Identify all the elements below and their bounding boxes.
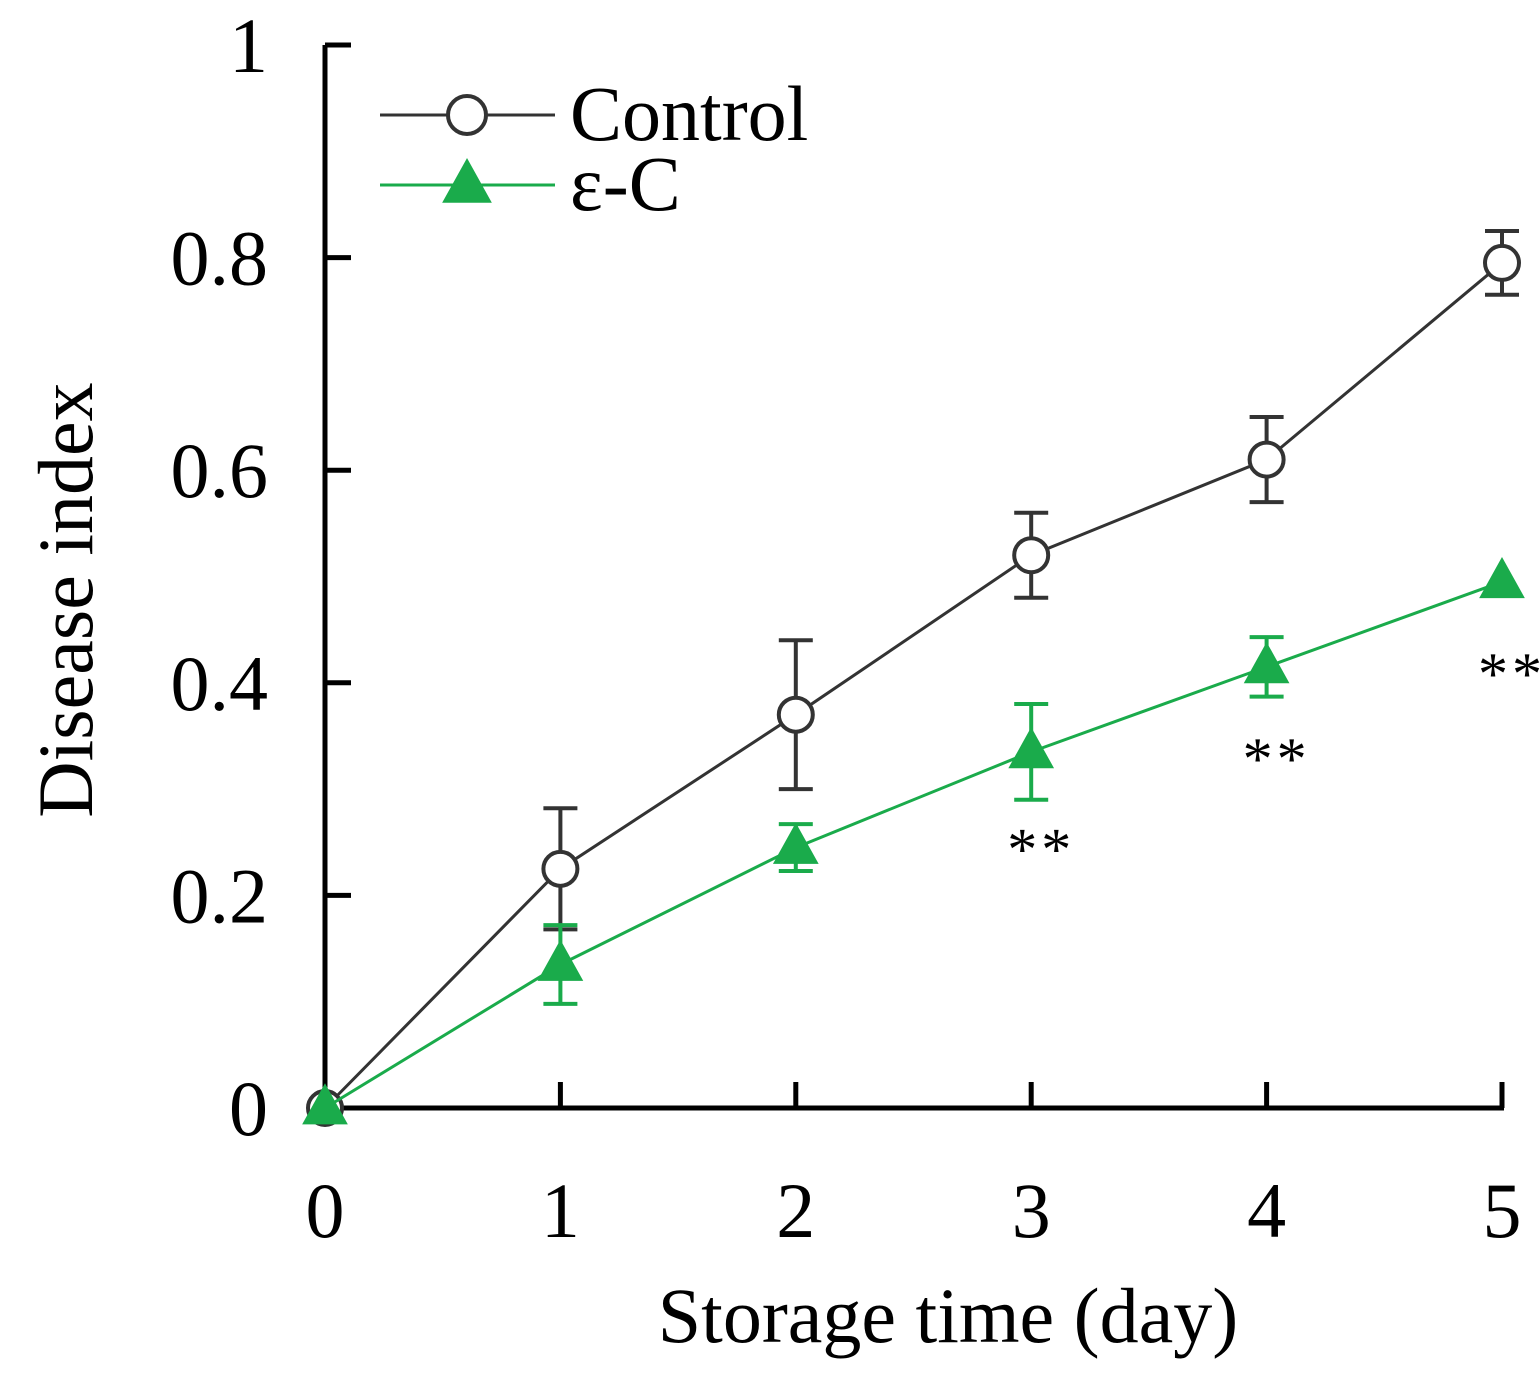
data-point <box>776 695 815 734</box>
legend-label: Control <box>570 70 808 157</box>
y-tick-label: 1 <box>229 2 268 89</box>
x-tick-label: 5 <box>1483 1167 1522 1254</box>
data-point <box>772 822 819 864</box>
ticks: 0 0.2 0.4 0.6 0.8 1 0 1 2 3 4 5 <box>171 2 1522 1254</box>
data-point <box>1479 557 1525 599</box>
y-tick-label: 0.6 <box>171 427 269 514</box>
legend-label: ε-C <box>570 140 681 227</box>
series-layer <box>302 229 1525 1127</box>
series-line <box>324 580 1503 1110</box>
legend-marker <box>446 94 488 136</box>
x-tick-label: 1 <box>541 1167 580 1254</box>
x-tick-label: 0 <box>306 1167 345 1254</box>
axes <box>322 45 1504 1111</box>
series-control <box>306 229 1521 1127</box>
significance-label: ** <box>1007 817 1075 883</box>
series-epsilon-c <box>302 557 1525 1125</box>
legend-item-epsilon-c: ε-C <box>380 140 681 227</box>
significance-label: ** <box>1243 726 1311 792</box>
y-axis-title: Disease index <box>22 382 109 817</box>
x-tick-label: 3 <box>1012 1167 1051 1254</box>
x-axis-title: Storage time (day) <box>658 1272 1238 1359</box>
data-point <box>302 1083 348 1125</box>
legend-marker <box>442 158 492 203</box>
data-point <box>1243 642 1290 684</box>
y-tick-label: 0.8 <box>171 215 269 302</box>
annotations: ** ** ** <box>1007 641 1540 882</box>
y-tick-label: 0.4 <box>171 640 269 727</box>
legend-item-control: Control <box>380 70 808 157</box>
data-point <box>541 849 580 888</box>
data-point <box>1012 536 1051 575</box>
x-tick-label: 4 <box>1247 1167 1286 1254</box>
y-tick-label: 0.2 <box>171 852 269 939</box>
data-point <box>1483 243 1521 282</box>
x-tick-label: 2 <box>776 1167 815 1254</box>
significance-label: ** <box>1478 641 1540 707</box>
data-point <box>1008 727 1055 769</box>
data-point <box>537 939 584 981</box>
y-tick-label: 0 <box>229 1065 268 1152</box>
series-line <box>323 261 1503 1110</box>
data-point <box>1247 440 1286 479</box>
